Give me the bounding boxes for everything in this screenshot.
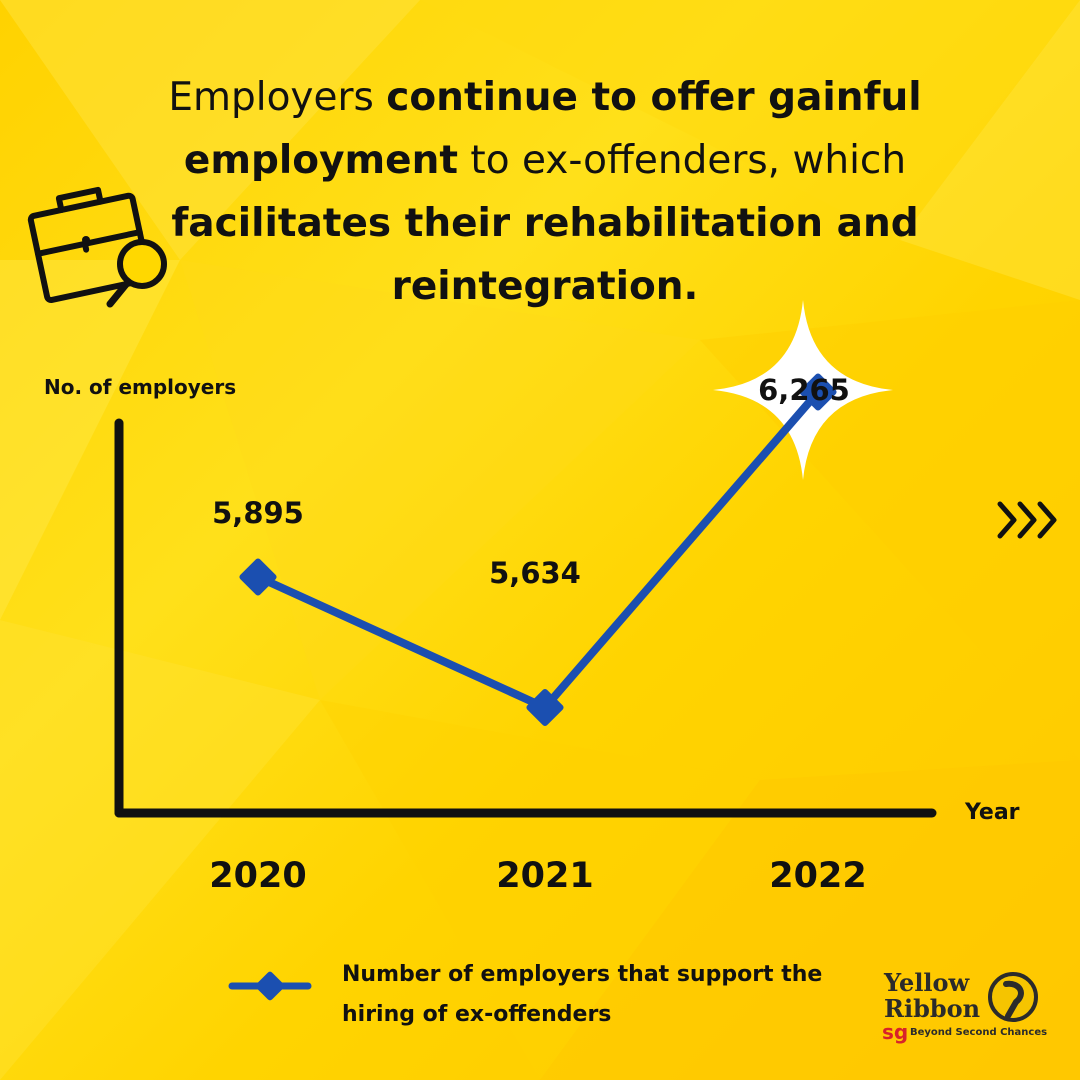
x-tick-2020: 2020 — [209, 856, 306, 896]
ribbon-mark-icon — [988, 972, 1038, 1022]
x-axis-label: Year — [964, 800, 1020, 825]
data-label-2021: 5,634 — [489, 556, 581, 590]
chart-legend: Number of employers that support the hir… — [228, 955, 848, 1035]
x-tick-2022: 2022 — [769, 856, 866, 896]
legend-series-label: Number of employers that support the hir… — [342, 962, 823, 1027]
headline-part-2: continue to offer gainful employment — [183, 75, 922, 183]
legend-series-marker — [228, 971, 312, 1001]
logo-text-sg: sg — [882, 1020, 909, 1044]
headline: Employers continue to offer gainful empl… — [150, 66, 940, 318]
logo-text-yellow: Yellow — [884, 968, 970, 997]
yellow-ribbon-logo: Yellow Ribbon sg Beyond Second Chances — [878, 968, 1048, 1048]
data-point-2020 — [239, 558, 277, 596]
data-point-2022 — [799, 373, 837, 411]
y-axis-label: No. of employers — [44, 375, 236, 399]
triple-chevron-right-icon[interactable] — [996, 500, 1064, 540]
logo-tagline: Beyond Second Chances — [910, 1027, 1048, 1038]
logo-text-ribbon: Ribbon — [884, 994, 981, 1023]
data-label-2022: 6,265 — [758, 373, 850, 407]
data-label-2020: 5,895 — [212, 496, 304, 530]
briefcase-search-icon — [27, 186, 167, 308]
headline-part-3: to ex-offenders, which — [458, 138, 907, 183]
headline-part-4: facilitates their rehabilitation and rei… — [171, 201, 919, 309]
headline-part-1: Employers — [168, 75, 387, 120]
series-line — [254, 388, 822, 712]
x-tick-2021: 2021 — [496, 856, 593, 896]
data-point-2021 — [526, 688, 564, 727]
